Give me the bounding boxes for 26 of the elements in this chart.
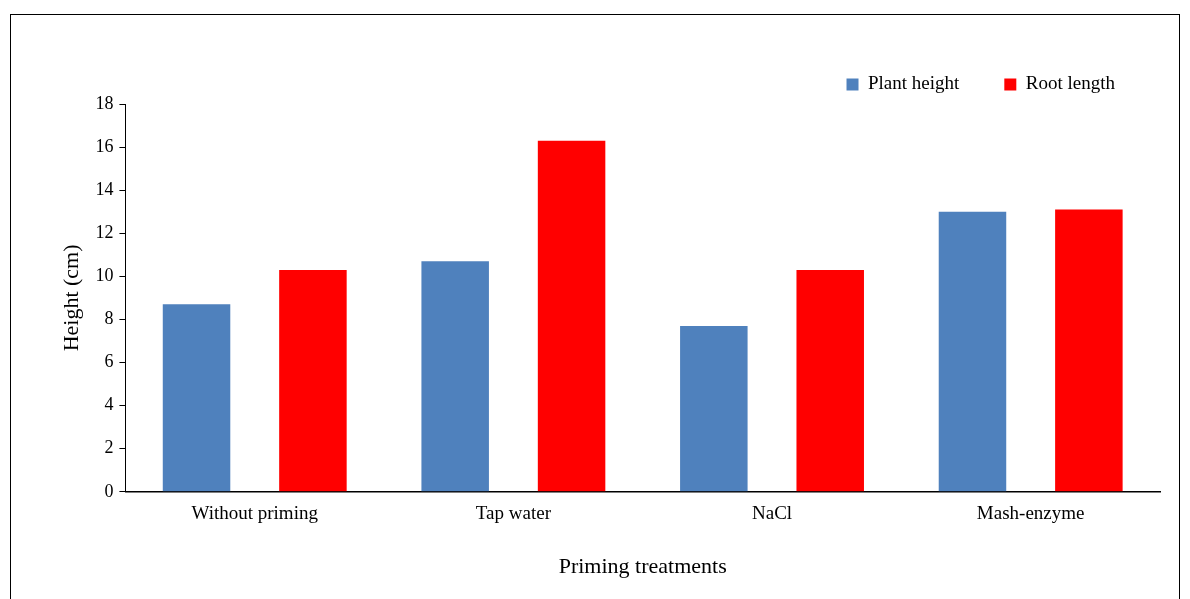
x-tick-label: NaCl xyxy=(751,502,793,524)
y-axis-title: Height (cm) xyxy=(57,244,83,352)
bar xyxy=(279,269,347,492)
bar xyxy=(938,211,1007,492)
bar xyxy=(162,304,231,492)
y-tick-label: 12 xyxy=(95,222,114,242)
y-tick-label: 16 xyxy=(95,135,114,156)
bar xyxy=(680,325,748,492)
y-tick-label: 6 xyxy=(104,351,114,372)
y-tick-label: 14 xyxy=(95,178,114,199)
bar xyxy=(796,269,864,492)
legend-label: Root length xyxy=(1025,72,1116,94)
y-tick-label: 8 xyxy=(104,308,114,329)
x-tick-label: Mash-enzyme xyxy=(976,502,1085,524)
y-tick-label: 10 xyxy=(95,265,114,286)
legend-label: Plant height xyxy=(868,72,961,94)
y-tick-label: 4 xyxy=(104,394,114,415)
y-tick-label: 18 xyxy=(95,92,114,113)
y-tick-label: 0 xyxy=(104,480,114,501)
x-tick-label: Without priming xyxy=(191,502,319,524)
y-tick-label: 2 xyxy=(104,437,114,458)
bar xyxy=(421,261,489,492)
bar xyxy=(1055,209,1123,492)
x-axis-title: Priming treatments xyxy=(558,552,727,578)
x-tick-label: Tap water xyxy=(475,502,552,524)
bar xyxy=(537,140,606,492)
